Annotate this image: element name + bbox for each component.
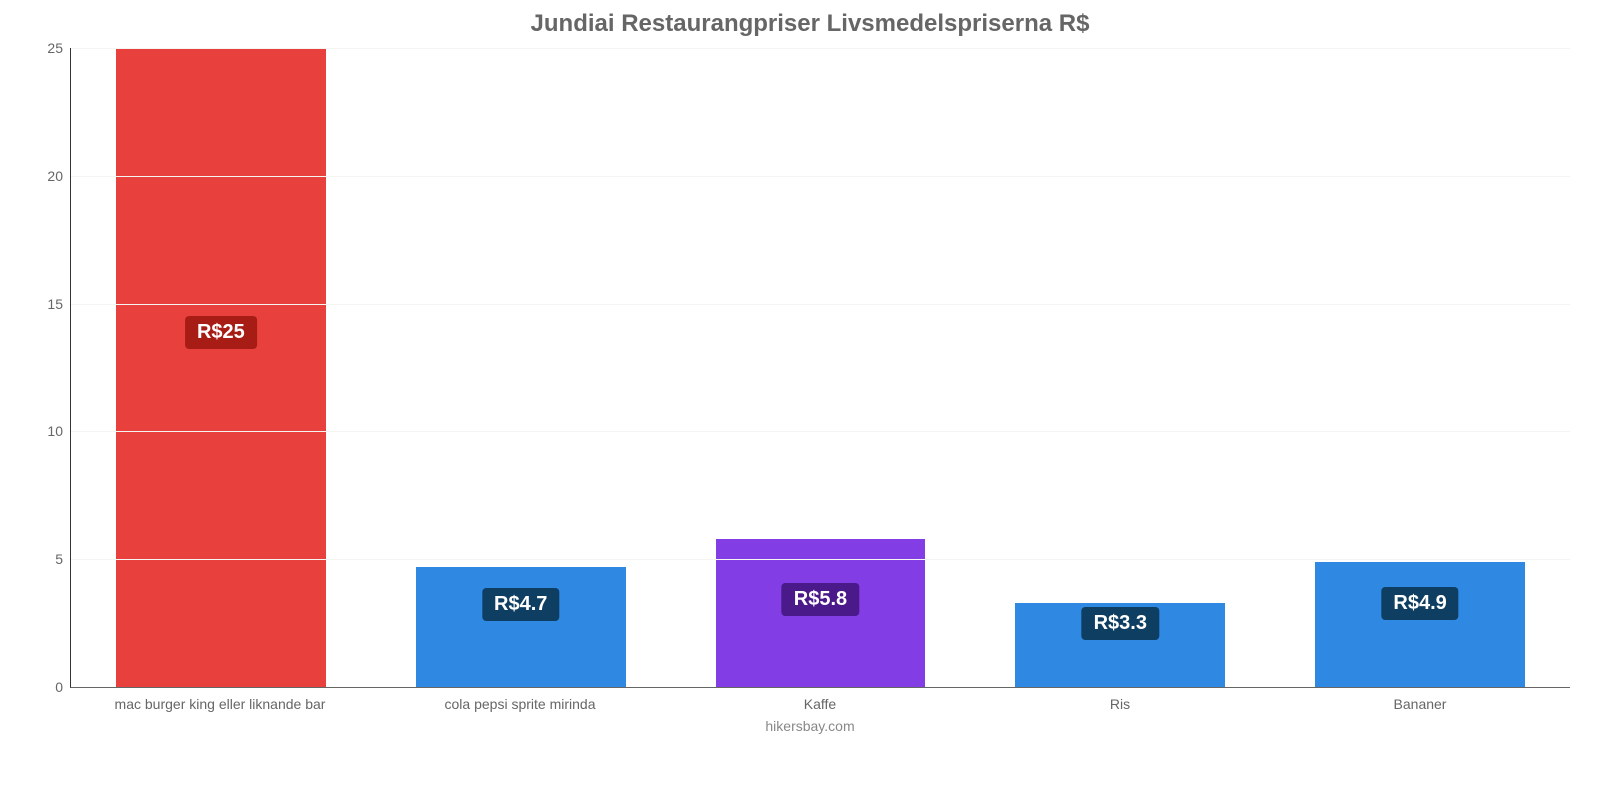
y-tick-label: 0	[55, 679, 71, 695]
value-badge: R$25	[185, 316, 257, 349]
x-axis-label: Bananer	[1270, 696, 1570, 712]
y-tick-label: 25	[47, 40, 71, 56]
bars-row: R$25 R$4.7 R$5.8 R$3.3 R$4.9	[71, 48, 1570, 687]
bar: R$4.7	[416, 567, 626, 687]
x-axis-label: cola pepsi sprite mirinda	[370, 696, 670, 712]
bar-slot: R$25	[71, 48, 371, 687]
bar-slot: R$5.8	[671, 48, 971, 687]
gridline	[71, 431, 1570, 432]
chart-footer: hikersbay.com	[50, 718, 1570, 734]
chart-title: Jundiai Restaurangpriser Livsmedelsprise…	[50, 10, 1570, 38]
bar: R$3.3	[1015, 603, 1225, 687]
bar: R$5.8	[716, 539, 926, 687]
value-badge: R$4.7	[482, 588, 559, 621]
bar-slot: R$4.9	[1270, 48, 1570, 687]
x-axis-label: Kaffe	[670, 696, 970, 712]
y-tick-label: 20	[47, 168, 71, 184]
bar-slot: R$3.3	[970, 48, 1270, 687]
bar: R$4.9	[1315, 562, 1525, 687]
x-axis-label: mac burger king eller liknande bar	[70, 696, 370, 712]
gridline	[71, 176, 1570, 177]
value-badge: R$5.8	[782, 583, 859, 616]
bar-slot: R$4.7	[371, 48, 671, 687]
value-badge: R$4.9	[1381, 587, 1458, 620]
x-axis-label: Ris	[970, 696, 1270, 712]
x-axis-labels: mac burger king eller liknande barcola p…	[70, 696, 1570, 712]
price-bar-chart: Jundiai Restaurangpriser Livsmedelsprise…	[0, 0, 1600, 800]
y-tick-label: 10	[47, 423, 71, 439]
y-tick-label: 5	[55, 551, 71, 567]
bar: R$25	[116, 48, 326, 687]
plot-area: R$25R$4.7R$5.8R$3.3R$4.9 0510152025	[70, 48, 1570, 688]
gridline	[71, 304, 1570, 305]
value-badge: R$3.3	[1082, 607, 1159, 640]
y-tick-label: 15	[47, 296, 71, 312]
gridline	[71, 48, 1570, 49]
gridline	[71, 559, 1570, 560]
